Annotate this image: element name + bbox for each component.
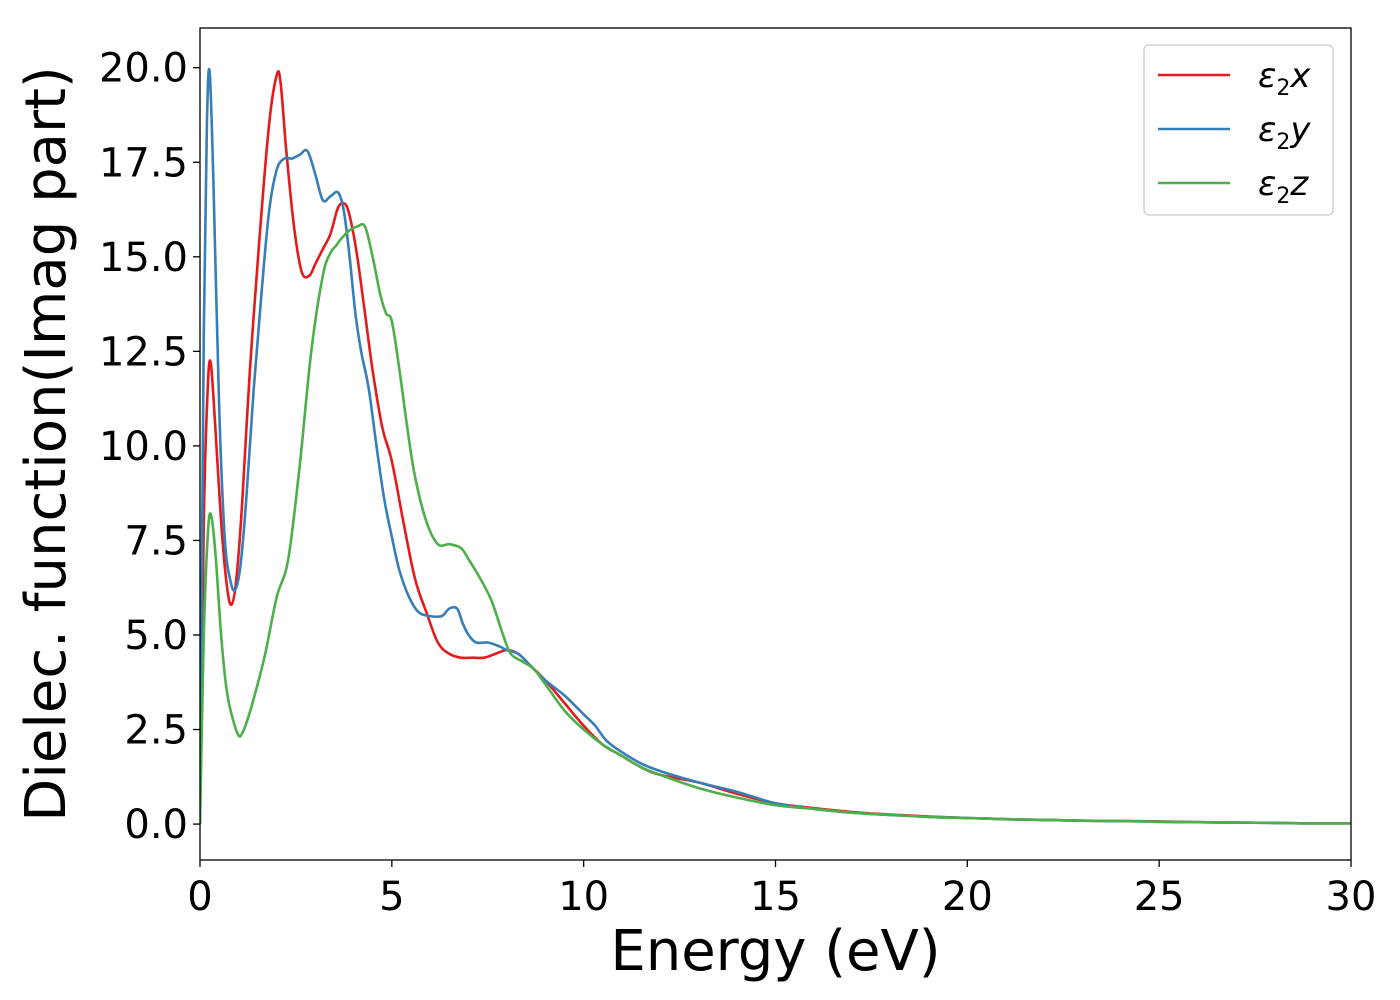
legend-box [1143, 44, 1334, 216]
y-tick-label: 12.5 [99, 329, 188, 375]
legend: ε2x ε2y ε2z [1143, 44, 1334, 216]
series-line-z [200, 222, 1351, 825]
y-axis-title: Dielec. function(Imag part) [14, 66, 79, 822]
y-tick-label: 2.5 [124, 708, 188, 754]
legend-label-x: ε2x [1258, 56, 1311, 101]
y-tick-label: 10.0 [99, 424, 188, 470]
x-tick-label: 10 [558, 874, 609, 920]
y-tick-label: 15.0 [99, 235, 188, 281]
x-tick-label: 5 [379, 874, 404, 920]
legend-label-z: ε2z [1258, 164, 1309, 209]
y-tick-label: 17.5 [99, 140, 188, 186]
x-tick-label: 0 [187, 874, 212, 920]
x-tick-label: 30 [1326, 874, 1377, 920]
x-tick-label: 20 [942, 874, 993, 920]
x-tick-label: 25 [1134, 874, 1185, 920]
x-axis: 0 5 10 15 20 25 30 [187, 860, 1376, 920]
y-tick-label: 0.0 [124, 802, 188, 848]
y-tick-label: 7.5 [124, 518, 188, 564]
x-tick-label: 15 [750, 874, 801, 920]
legend-label-y: ε2y [1258, 110, 1311, 155]
series-layer [200, 68, 1351, 825]
y-tick-label: 20.0 [99, 46, 188, 92]
x-axis-title: Energy (eV) [610, 919, 940, 984]
y-tick-label: 5.0 [124, 613, 188, 659]
y-axis: 0.0 2.5 5.0 7.5 10.0 12.5 15.0 17.5 20.0 [99, 46, 200, 848]
